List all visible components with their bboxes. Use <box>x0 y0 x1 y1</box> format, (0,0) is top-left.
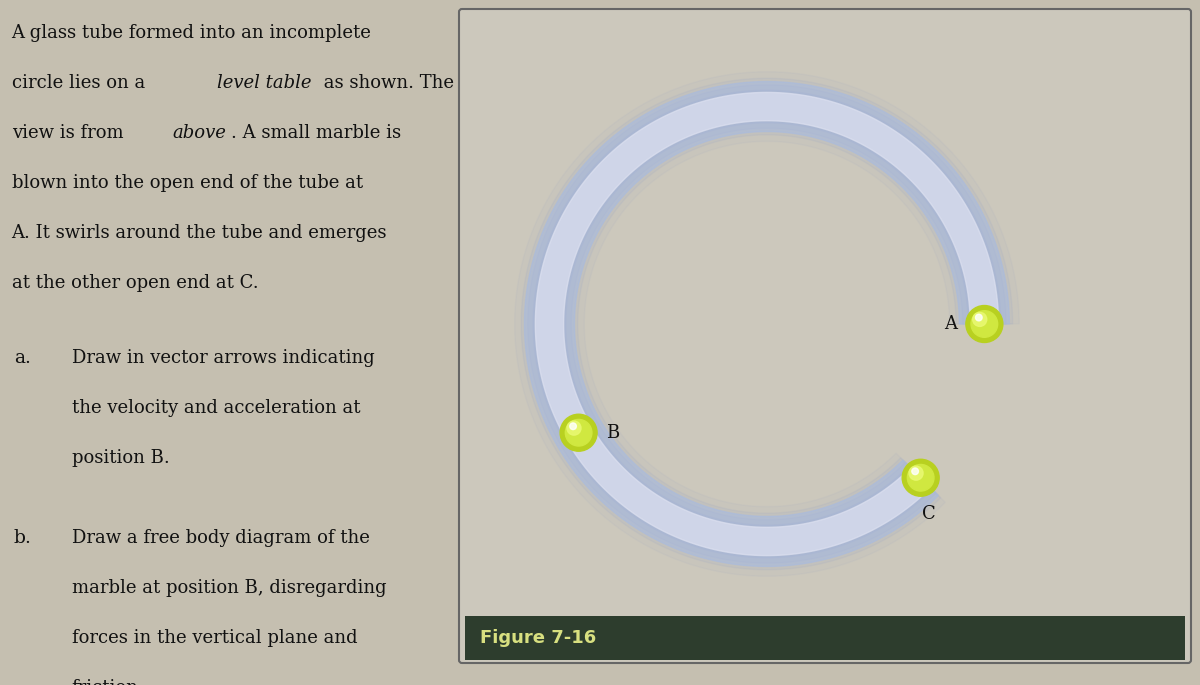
Text: A glass tube formed into an incomplete: A glass tube formed into an incomplete <box>12 24 372 42</box>
Circle shape <box>566 421 581 435</box>
Text: the velocity and acceleration at: the velocity and acceleration at <box>72 399 360 417</box>
Text: a.: a. <box>14 349 31 367</box>
Text: A. It swirls around the tube and emerges: A. It swirls around the tube and emerges <box>12 224 388 242</box>
Text: marble at position B, disregarding: marble at position B, disregarding <box>72 579 386 597</box>
FancyBboxPatch shape <box>458 9 1190 663</box>
Text: view is from: view is from <box>12 124 128 142</box>
Text: circle lies on a: circle lies on a <box>12 74 150 92</box>
Text: Draw in vector arrows indicating: Draw in vector arrows indicating <box>72 349 374 367</box>
Circle shape <box>907 464 934 491</box>
Circle shape <box>902 459 940 496</box>
Text: B: B <box>606 424 619 442</box>
Circle shape <box>910 466 923 480</box>
Text: b.: b. <box>14 529 31 547</box>
Text: position B.: position B. <box>72 449 169 467</box>
Text: at the other open end at C.: at the other open end at C. <box>12 274 258 292</box>
Circle shape <box>976 314 982 321</box>
Circle shape <box>973 312 986 327</box>
Polygon shape <box>533 90 1001 558</box>
Polygon shape <box>521 78 1013 570</box>
Text: above: above <box>173 124 227 142</box>
Text: Draw a free body diagram of the: Draw a free body diagram of the <box>72 529 370 547</box>
Text: C: C <box>922 506 936 523</box>
Circle shape <box>570 423 576 429</box>
Bar <box>466 616 1186 660</box>
Circle shape <box>971 311 997 337</box>
Text: level table: level table <box>217 74 312 92</box>
Circle shape <box>912 468 918 475</box>
Text: . A small marble is: . A small marble is <box>230 124 401 142</box>
Polygon shape <box>528 85 1006 563</box>
Polygon shape <box>535 92 998 556</box>
Text: friction.: friction. <box>72 679 144 685</box>
Polygon shape <box>515 72 1019 576</box>
Text: Figure 7-16: Figure 7-16 <box>480 629 596 647</box>
Text: blown into the open end of the tube at: blown into the open end of the tube at <box>12 174 362 192</box>
Text: A: A <box>943 315 956 333</box>
Text: forces in the vertical plane and: forces in the vertical plane and <box>72 629 358 647</box>
Text: as shown. The: as shown. The <box>318 74 454 92</box>
Polygon shape <box>524 82 1009 566</box>
Circle shape <box>560 414 598 451</box>
Circle shape <box>565 419 592 446</box>
Circle shape <box>966 306 1003 342</box>
